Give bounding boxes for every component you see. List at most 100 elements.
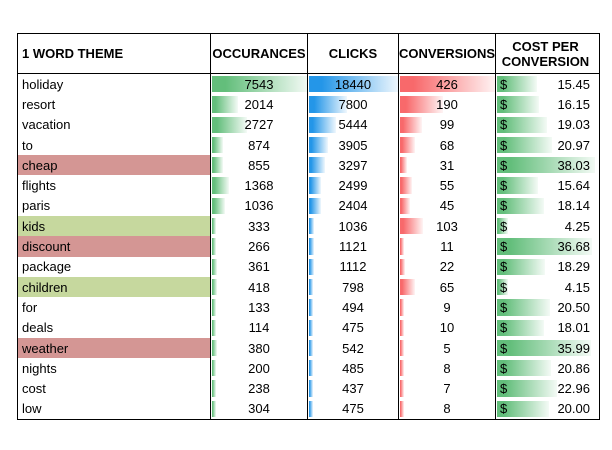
conversions-data-bar [400,339,405,357]
cost-value: 19.03 [557,117,590,133]
occurrences-data-bar [212,238,217,255]
theme-cell: kids [18,216,211,237]
clicks-value: 5444 [338,117,368,133]
occurrences-data-bar [212,339,217,357]
theme-label: flights [22,178,56,194]
cost-data-bar [497,157,595,174]
clicks-value: 3905 [338,137,368,153]
clicks-data-bar [309,278,314,296]
occurrences-cell: 7543 [211,74,308,95]
conversions-cell: 10 [399,317,496,338]
occurrences-cell: 333 [211,216,308,237]
table-row: paris 1036 2404 45 $18.14 [18,195,599,217]
conversions-data-bar [400,400,405,418]
cost-value: 36.68 [557,239,590,255]
currency-symbol: $ [500,117,508,133]
conversions-cell: 11 [399,236,496,257]
theme-cell: deals [18,317,211,338]
clicks-value: 485 [342,360,364,376]
cost-per-conversion-cell: $22.96 [496,378,595,398]
occurrences-cell: 855 [211,155,308,176]
theme-cell: low [18,398,211,420]
occurrences-value: 200 [248,360,270,376]
theme-label: low [22,401,42,417]
clicks-value: 18440 [334,76,372,92]
cost-value: 18.01 [557,320,590,336]
table-row: nights 200 485 8 $20.86 [18,358,599,379]
cost-data-bar [497,400,550,418]
occurrences-data-bar [212,400,217,418]
currency-symbol: $ [500,279,508,295]
conversions-data-bar [400,136,416,154]
cost-data-bar [497,278,508,296]
conversions-data-bar [400,360,405,377]
column-header-occurances: OCCURANCES [211,34,308,73]
currency-symbol: $ [500,360,508,376]
occurrences-value: 7543 [244,76,274,92]
clicks-cell: 18440 [308,74,399,95]
conversions-data-bar [400,157,407,174]
conversions-data-bar [400,258,405,275]
occurrences-data-bar [212,96,238,113]
column-header-cost-per-conversion: COST PER CONVERSION [501,38,590,69]
keyword-performance-table: 1 WORD THEME OCCURANCES CLICKS CONVERSIO… [17,33,600,421]
clicks-value: 2404 [338,198,368,214]
clicks-data-bar [309,96,348,113]
occurrences-data-bar [212,136,224,154]
cost-data-bar [497,299,551,316]
cost-data-bar [497,218,509,235]
cost-per-conversion-cell: $15.45 [496,74,595,94]
conversions-cell: 9 [399,297,496,318]
clicks-data-bar [309,380,314,397]
occurrences-value: 238 [248,381,270,397]
clicks-data-bar [309,177,322,194]
theme-cell: nights [18,358,211,379]
conversions-data-bar [400,238,405,255]
theme-cell: cost [18,378,211,399]
table-row: cheap 855 3297 31 $38.03 [18,155,599,176]
clicks-data-bar [309,299,314,316]
occurrences-value: 333 [248,218,270,234]
conversions-data-bar [400,299,405,316]
occurrences-cell: 380 [211,337,308,359]
occurrences-value: 855 [248,157,270,173]
table-row: low 304 475 8 $20.00 [18,398,599,420]
clicks-value: 542 [342,340,364,356]
occurrences-data-bar [212,116,247,133]
occurrences-data-bar [212,380,217,397]
clicks-value: 2499 [338,178,368,194]
cost-data-bar [497,380,557,397]
clicks-value: 3297 [338,157,368,173]
cost-data-bar [497,197,545,215]
conversions-cell: 190 [399,94,496,115]
clicks-data-bar [309,339,314,357]
cost-value: 16.15 [557,96,590,112]
theme-cell: to [18,134,211,156]
conversions-data-bar [400,177,413,194]
table-body: holiday 7543 18440 426 $15.45 resort 2014 7800 1… [18,74,599,420]
clicks-cell: 3297 [308,155,399,176]
occurrences-cell: 133 [211,297,308,318]
table-header-row: 1 WORD THEME OCCURANCES CLICKS CONVERSIO… [18,34,599,74]
occurrences-cell: 266 [211,236,308,257]
cost-value: 22.96 [557,381,590,397]
occurrences-data-bar [212,197,226,215]
conversions-value: 10 [439,320,455,336]
clicks-value: 1121 [339,239,367,255]
cost-per-conversion-cell: $19.03 [496,115,595,135]
occurrences-cell: 1036 [211,195,308,217]
column-header-clicks: CLICKS [308,34,399,73]
theme-label: to [22,137,33,153]
currency-symbol: $ [500,299,508,315]
cost-per-conversion-cell: $20.97 [496,135,595,155]
theme-cell: vacation [18,114,211,135]
occurrences-data-bar [212,319,217,336]
clicks-data-bar [309,197,321,215]
table-row: resort 2014 7800 190 $16.15 [18,94,599,115]
conversions-data-bar [400,218,424,235]
conversions-data-bar [400,197,411,215]
clicks-cell: 2499 [308,175,399,196]
currency-symbol: $ [500,96,508,112]
occurrences-value: 380 [248,340,270,356]
